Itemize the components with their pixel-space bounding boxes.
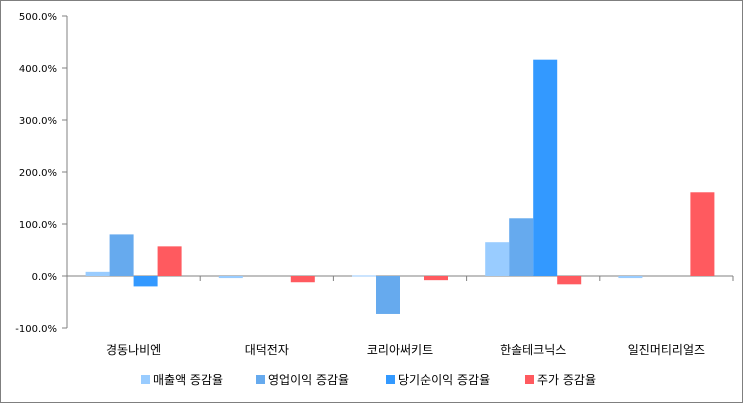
x-tick-label: 일진머티리얼즈 [628,343,705,357]
bar [509,218,534,276]
bar [352,275,376,277]
bar [85,271,110,276]
bar [618,276,643,279]
y-tick-label: 200.0% [19,168,57,179]
bar [424,276,448,281]
legend-item: 매출액 증감율 [141,373,223,387]
legend-swatch [141,375,150,384]
y-tick-label: 400.0% [19,64,57,75]
bar [690,192,715,276]
legend-item: 영업이익 증감율 [256,373,349,387]
y-tick-label: 500.0% [19,12,57,23]
bar [485,242,510,276]
y-tick-label: 0.0% [32,272,57,283]
x-tick-label: 대덕전자 [245,343,289,357]
bar [109,234,134,276]
y-tick-label: 100.0% [19,220,57,231]
bar [376,276,400,314]
x-tick-label: 코리아써키트 [367,343,433,357]
legend-label: 매출액 증감율 [153,373,223,387]
y-tick-label: 300.0% [19,116,57,127]
legend-swatch [256,375,265,384]
x-tick-label: 한솔테크닉스 [500,343,566,357]
legend-label: 영업이익 증감율 [268,373,349,387]
bar [533,59,558,277]
axes: -100.0% 0.0% 100.0% 200.0% 300.0% 400.0% 500.0… [15,12,734,335]
legend-item: 당기순이익 증감율 [386,373,490,387]
bar [290,276,315,283]
legend-swatch [386,375,395,384]
y-tick-label: -100.0% [15,324,57,335]
bars [85,59,715,314]
legend-label: 주가 증감율 [537,373,596,387]
labels: 경동나비엔 대덕전자 코리아써키트 한솔테크닉스 일진머티리얼즈 [106,343,705,357]
legend-item: 주가 증감율 [525,373,596,387]
bar [133,276,158,287]
bar [157,246,182,276]
x-tick-label: 경동나비엔 [106,343,161,357]
legend-label: 당기순이익 증감율 [398,373,490,387]
bar [218,276,243,279]
legend-swatch [525,375,534,384]
bar [557,276,582,285]
legend: 매출액 증감율 영업이익 증감율 당기순이익 증감율 주가 증감율 [141,373,596,387]
